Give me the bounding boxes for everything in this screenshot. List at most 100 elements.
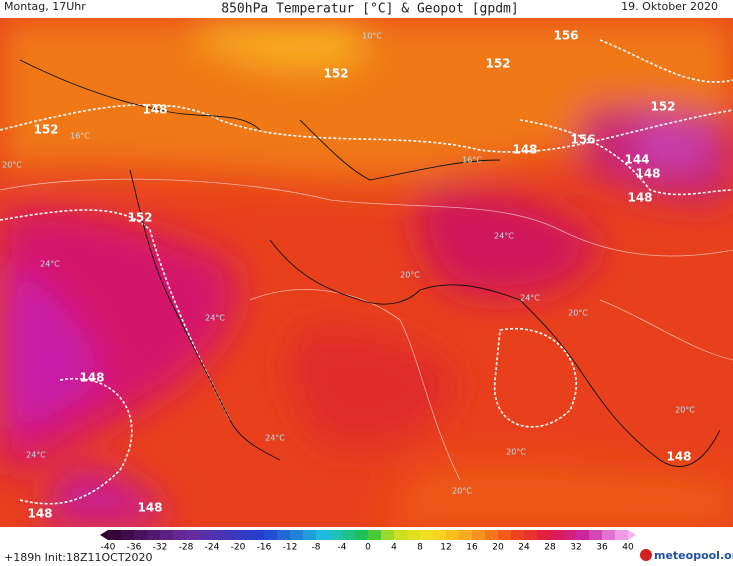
- contour-label: 148: [666, 450, 691, 464]
- contour-label: 152: [485, 57, 510, 71]
- colorbar-segment: [420, 530, 434, 540]
- colorbar-segment: [576, 530, 590, 540]
- colorbar-segment: [264, 530, 278, 540]
- colorbar-segment: [160, 530, 174, 540]
- colorbar-segment: [108, 530, 122, 540]
- colorbar: -40 -36 -32 -28 -24 -20 -16 -12 -8 -4 0 4 8 12 16 20 24 2…: [100, 530, 636, 553]
- contour-label: 152: [650, 100, 675, 114]
- colorbar-cap-left: [100, 530, 108, 540]
- temp-label: 24°C: [265, 434, 285, 443]
- colorbar-segment: [511, 530, 525, 540]
- temp-label: 24°C: [26, 451, 46, 460]
- colorbar-segment: [277, 530, 291, 540]
- temp-label: 20°C: [675, 406, 695, 415]
- temp-label: 24°C: [205, 314, 225, 323]
- colorbar-segment: [537, 530, 551, 540]
- contour-label: 148: [137, 501, 162, 515]
- temp-label: 16°C: [462, 156, 482, 165]
- temp-label: 20°C: [400, 271, 420, 280]
- colorbar-segment: [459, 530, 473, 540]
- colorbar-tick-label: 8: [417, 543, 423, 553]
- colorbar-cap-right: [628, 530, 636, 540]
- colorbar-segment: [355, 530, 369, 540]
- colorbar-segment: [394, 530, 408, 540]
- colorbar-segment: [316, 530, 330, 540]
- colorbar-tick-label: 36: [596, 543, 608, 553]
- colorbar-tick-label: -24: [205, 543, 220, 553]
- colorbar-segment: [589, 530, 603, 540]
- temp-label: 20°C: [2, 161, 22, 170]
- temp-label: 24°C: [520, 294, 540, 303]
- colorbar-tick-label: 24: [518, 543, 530, 553]
- map: 1561521521481521561521481441481481521481…: [0, 18, 733, 527]
- colorbar-segment: [225, 530, 239, 540]
- colorbar-tick-label: 16: [466, 543, 478, 553]
- logo: meteopool.org: [654, 549, 733, 562]
- colorbar-segment: [472, 530, 486, 540]
- colorbar-tick-label: 20: [492, 543, 504, 553]
- colorbar-segment: [329, 530, 343, 540]
- footer-init: +189h Init:18Z11OCT2020: [4, 551, 153, 564]
- colorbar-segment: [563, 530, 577, 540]
- contour-label: 152: [33, 123, 58, 137]
- colorbar-segment: [303, 530, 317, 540]
- colorbar-segment: [186, 530, 200, 540]
- colorbar-segment: [121, 530, 135, 540]
- temp-label: 20°C: [452, 487, 472, 496]
- contour-label: 148: [79, 371, 104, 385]
- colorbar-tick-label: 12: [440, 543, 451, 553]
- colorbar-segment: [498, 530, 512, 540]
- colorbar-segment: [446, 530, 460, 540]
- contour-label: 156: [553, 29, 578, 43]
- header-title: 850hPa Temperatur [°C] & Geopot [gpdm]: [221, 2, 518, 17]
- contour-label: 148: [142, 103, 167, 117]
- temp-label: 20°C: [506, 448, 526, 457]
- colorbar-tick-label: 0: [365, 543, 371, 553]
- colorbar-segment: [381, 530, 395, 540]
- colorbar-segment: [212, 530, 226, 540]
- header-right: 19. Oktober 2020: [621, 0, 718, 13]
- colorbar-segment: [602, 530, 616, 540]
- colorbar-segment: [368, 530, 382, 540]
- colorbar-segment: [342, 530, 356, 540]
- colorbar-segment: [550, 530, 564, 540]
- colorbar-tick-label: -16: [257, 543, 272, 553]
- colorbar-tick-label: -28: [179, 543, 194, 553]
- colorbar-tick-label: -36: [127, 543, 142, 553]
- contour-label: 148: [27, 507, 52, 521]
- logo-icon: [640, 549, 652, 561]
- colorbar-segment: [147, 530, 161, 540]
- colorbar-segment: [524, 530, 538, 540]
- colorbar-tick-label: 4: [391, 543, 397, 553]
- contour-label: 144: [624, 153, 649, 167]
- temp-label: 20°C: [568, 309, 588, 318]
- temp-label: 24°C: [40, 260, 60, 269]
- colorbar-tick-label: 40: [622, 543, 634, 553]
- contour-label: 156: [570, 133, 595, 147]
- contour-label: 148: [512, 143, 537, 157]
- colorbar-segment: [615, 530, 629, 540]
- contour-label: 152: [127, 211, 152, 225]
- header-left: Montag, 17Uhr: [4, 0, 86, 13]
- colorbar-segment: [134, 530, 148, 540]
- colorbar-tick-label: 32: [570, 543, 581, 553]
- colorbar-tick-label: -12: [283, 543, 298, 553]
- colorbar-segment: [407, 530, 421, 540]
- contour-label: 148: [627, 191, 652, 205]
- colorbar-tick-label: -20: [231, 543, 246, 553]
- colorbar-tick-label: -8: [312, 543, 321, 553]
- colorbar-segment: [290, 530, 304, 540]
- contour-label: 152: [323, 67, 348, 81]
- colorbar-segment: [173, 530, 187, 540]
- temp-label: 24°C: [494, 232, 514, 241]
- colorbar-segment: [251, 530, 265, 540]
- contour-label: 148: [635, 167, 660, 181]
- colorbar-tick-label: -40: [101, 543, 116, 553]
- colorbar-segment: [238, 530, 252, 540]
- colorbar-segment: [485, 530, 499, 540]
- colorbar-segment: [433, 530, 447, 540]
- colorbar-tick-label: -32: [153, 543, 168, 553]
- colorbar-segment: [199, 530, 213, 540]
- colorbar-tick-label: 28: [544, 543, 556, 553]
